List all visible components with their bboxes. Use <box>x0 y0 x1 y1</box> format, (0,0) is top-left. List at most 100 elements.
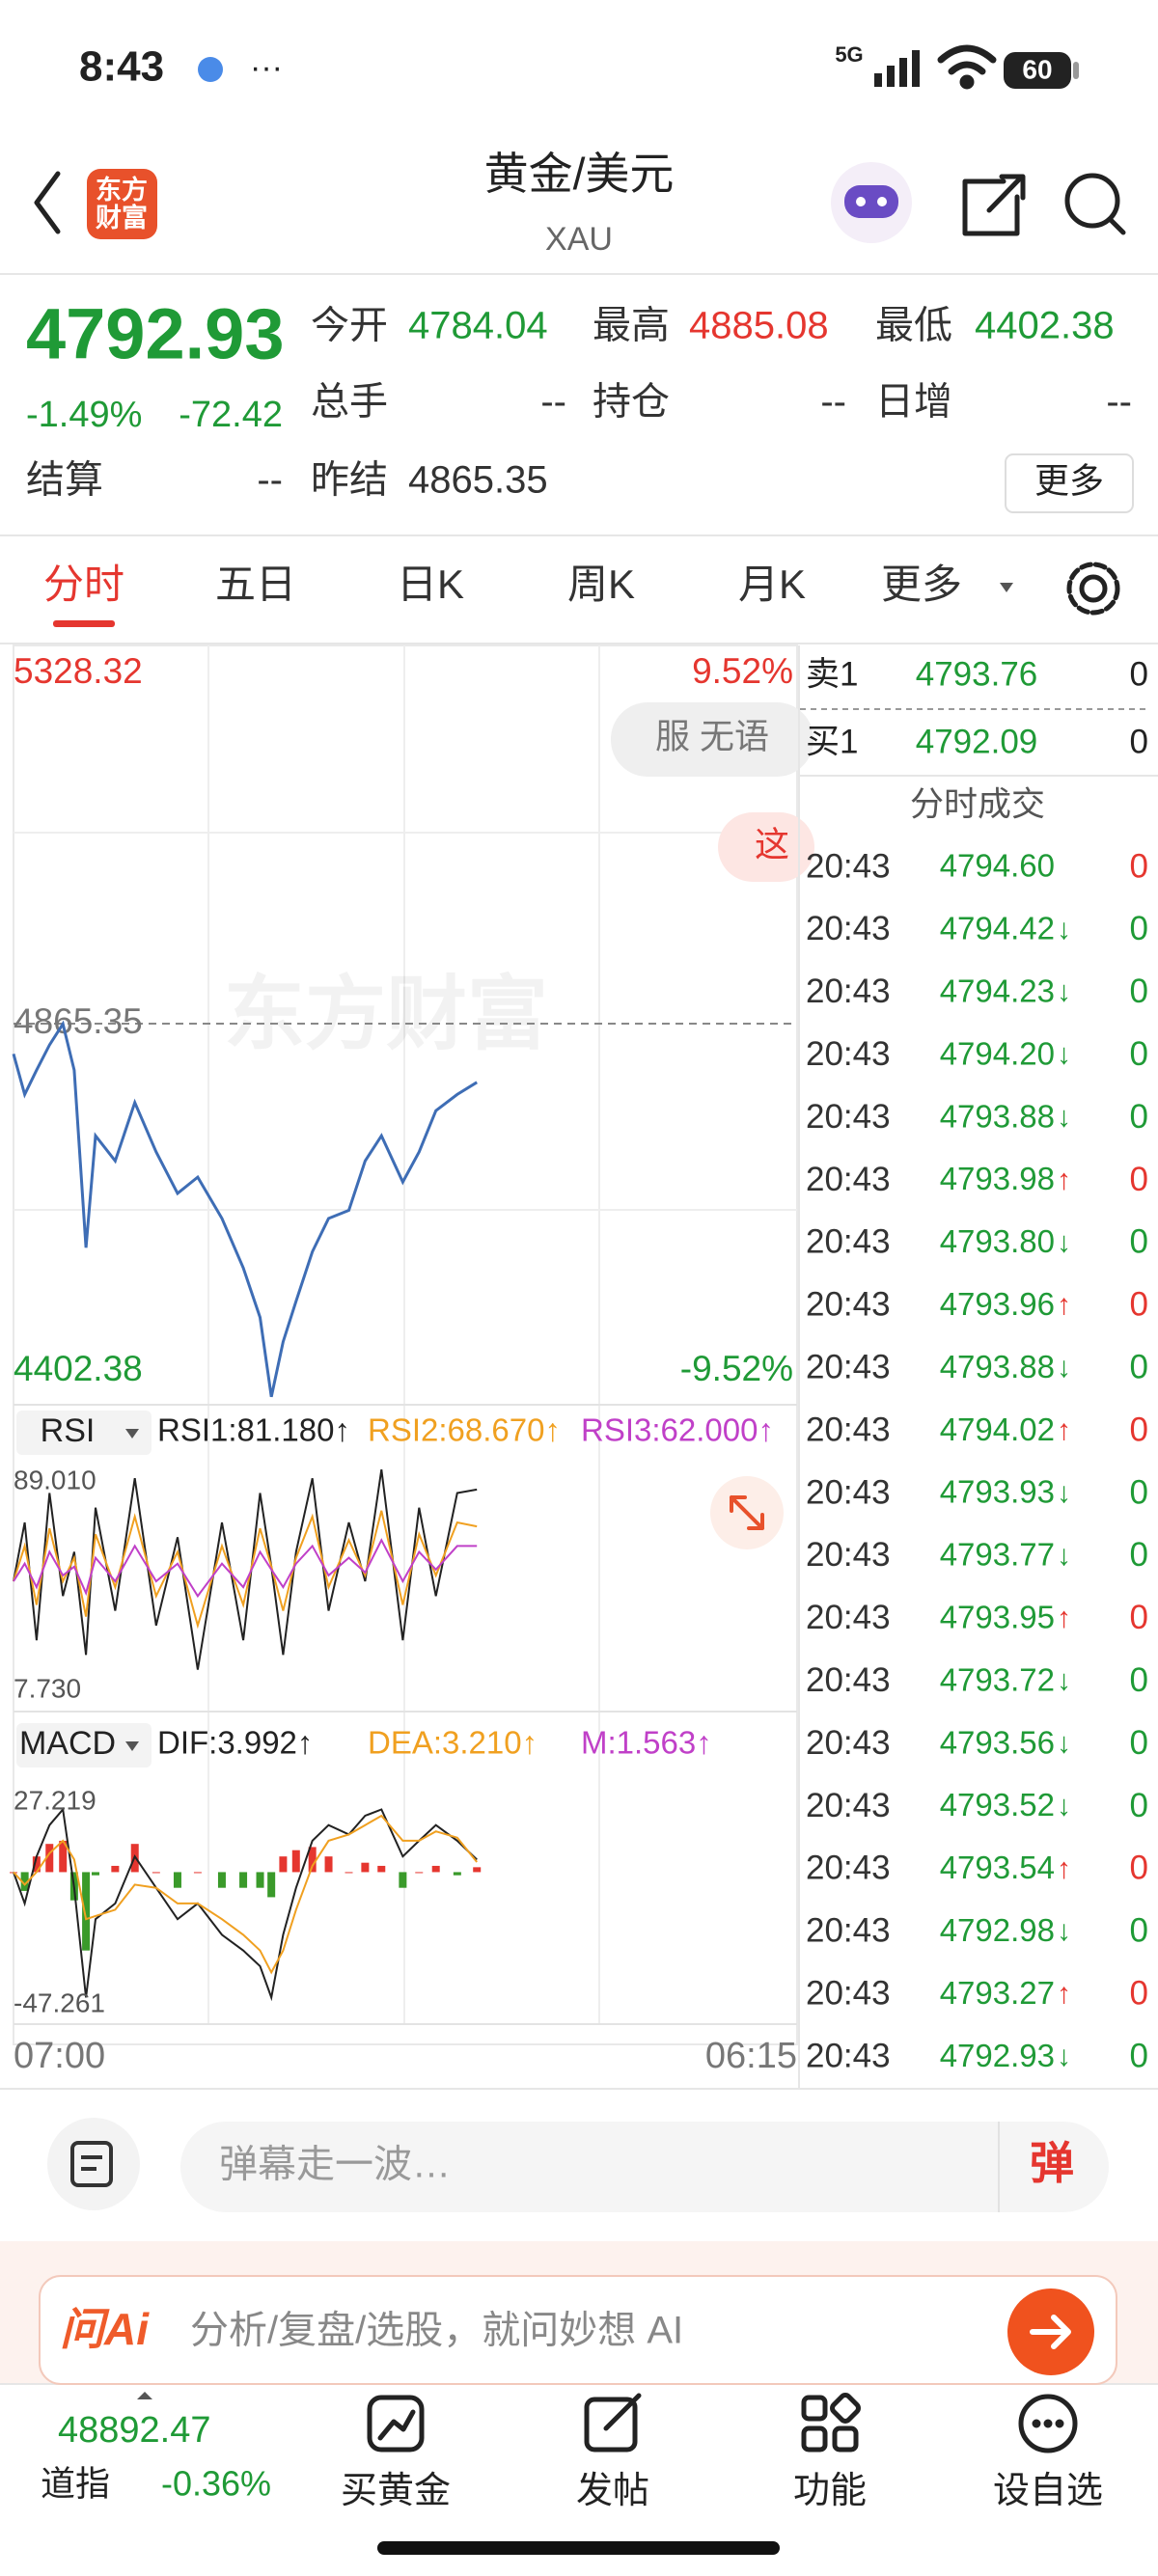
assistant-avatar[interactable] <box>831 162 912 243</box>
indicator-name: MACD <box>19 1725 116 1762</box>
trade-time: 20:43 <box>806 1536 891 1574</box>
macd-bar <box>82 1872 91 1951</box>
change-percent: -1.49% <box>26 395 142 435</box>
trade-volume: 0 <box>1130 973 1148 1010</box>
ai-send-button[interactable] <box>1007 2288 1094 2375</box>
trade-price: 4793.77 <box>940 1537 1055 1573</box>
macd-bar <box>217 1872 226 1888</box>
share-button[interactable] <box>962 174 1026 236</box>
comment-list-button[interactable] <box>47 2118 140 2210</box>
settings-button[interactable] <box>1066 562 1120 616</box>
trade-volume: 0 <box>1130 1473 1148 1511</box>
expand-button[interactable] <box>710 1476 784 1549</box>
macd-bar <box>291 1850 300 1873</box>
dropdown-caret <box>125 1741 139 1751</box>
trades-title: 分时成交 <box>910 785 1045 823</box>
x-tick-label: 06:15 <box>705 2036 797 2076</box>
trade-price: 4794.42 <box>940 911 1055 946</box>
trade-price: 4793.52 <box>940 1787 1055 1822</box>
nav-label[interactable]: 设自选 <box>993 2471 1103 2511</box>
nav-icon <box>367 2395 425 2453</box>
trade-arrow: ↑ <box>1057 1164 1071 1195</box>
tab[interactable]: 月K <box>738 562 806 607</box>
nav-label[interactable]: 功能 <box>793 2471 867 2511</box>
nav-label[interactable]: 买黄金 <box>341 2471 451 2511</box>
macd-bar <box>239 1872 248 1888</box>
nav-icon <box>584 2393 642 2453</box>
network-label: 5G <box>835 42 863 67</box>
trade-price: 4792.98 <box>940 1912 1055 1948</box>
trade-arrow: ↓ <box>1057 1226 1071 1258</box>
watermark: 东方财富 <box>224 969 548 1059</box>
macd-line <box>13 1814 478 1975</box>
y-tick-label: 27.219 <box>14 1785 96 1815</box>
trade-price: 4793.88 <box>940 1098 1055 1134</box>
y-min-label: 4402.38 <box>14 1349 143 1388</box>
trade-time: 20:43 <box>806 1912 891 1950</box>
indicator-selector[interactable] <box>16 1723 152 1768</box>
danmaku-bubble <box>611 702 813 777</box>
trade-time: 20:43 <box>806 1661 891 1699</box>
book-side: 买1 <box>806 723 858 760</box>
trade-volume: 0 <box>1130 1850 1148 1887</box>
trade-price: 4794.60 <box>940 848 1055 884</box>
trade-volume: 0 <box>1130 847 1148 885</box>
macd-bar <box>20 1872 29 1891</box>
indicator-selector[interactable] <box>16 1411 152 1455</box>
indicator-legend: RSI2:68.670↑ <box>368 1412 561 1448</box>
trade-time: 20:43 <box>806 1724 891 1762</box>
trade-volume: 0 <box>1130 1286 1148 1324</box>
tab[interactable]: 日K <box>397 562 464 607</box>
trade-volume: 0 <box>1130 1974 1148 2012</box>
trade-arrow: ↓ <box>1057 914 1071 945</box>
macd-bar <box>345 1872 353 1874</box>
macd-bar <box>473 1867 482 1873</box>
nav-label[interactable]: 发帖 <box>576 2471 649 2511</box>
indicator-name: RSI <box>41 1412 96 1449</box>
field-label: 最低 <box>875 305 952 347</box>
back-button[interactable] <box>34 171 61 234</box>
wifi-icon <box>937 44 997 90</box>
trade-arrow: ↓ <box>1057 1790 1071 1822</box>
ai-input[interactable] <box>39 2275 1117 2385</box>
danmaku-send[interactable]: 弹 <box>1030 2138 1074 2188</box>
macd-bar <box>59 1840 68 1873</box>
tab[interactable]: 分时 <box>43 562 124 607</box>
trade-arrow: ↓ <box>1057 1039 1071 1071</box>
trade-time: 20:43 <box>806 1098 891 1136</box>
trade-volume: 0 <box>1130 1912 1148 1950</box>
y-tick-label: -47.261 <box>14 1987 105 2017</box>
more-button[interactable] <box>1005 453 1134 513</box>
ai-prompt: 分析/复盘/选股，就问妙想 AI <box>190 2310 683 2352</box>
trade-arrow: ↑ <box>1057 1852 1071 1884</box>
macd-bar <box>324 1856 333 1873</box>
book-side: 卖1 <box>806 655 858 693</box>
indicator-legend: M:1.563↑ <box>581 1725 712 1761</box>
logo-text: 财富 <box>96 203 148 233</box>
macd-bar <box>32 1856 41 1873</box>
tab[interactable]: 周K <box>567 562 635 607</box>
trade-time: 20:43 <box>806 973 891 1010</box>
status-icon <box>198 57 223 82</box>
trade-price: 4793.80 <box>940 1223 1055 1259</box>
tab[interactable]: 更多 <box>881 562 962 607</box>
rsi-line <box>13 1538 478 1599</box>
change-value: -72.42 <box>179 395 283 435</box>
tab[interactable]: 五日 <box>215 562 296 607</box>
macd-bar <box>431 1865 440 1873</box>
trade-time: 20:43 <box>806 847 891 885</box>
field-label: 持仓 <box>593 381 670 424</box>
danmaku-input[interactable] <box>180 2122 1109 2212</box>
field-label: 结算 <box>26 459 103 502</box>
field-value: -- <box>540 381 566 424</box>
trade-time: 20:43 <box>806 1411 891 1448</box>
trade-time: 20:43 <box>806 1599 891 1636</box>
x-tick-label: 07:00 <box>14 2036 105 2076</box>
trade-time: 20:43 <box>806 1348 891 1385</box>
trade-arrow: ↓ <box>1057 1540 1071 1572</box>
trade-price: 4794.20 <box>940 1035 1055 1071</box>
macd-bar <box>193 1872 202 1874</box>
search-button[interactable] <box>1064 173 1126 235</box>
trade-price: 4794.02 <box>940 1411 1055 1447</box>
